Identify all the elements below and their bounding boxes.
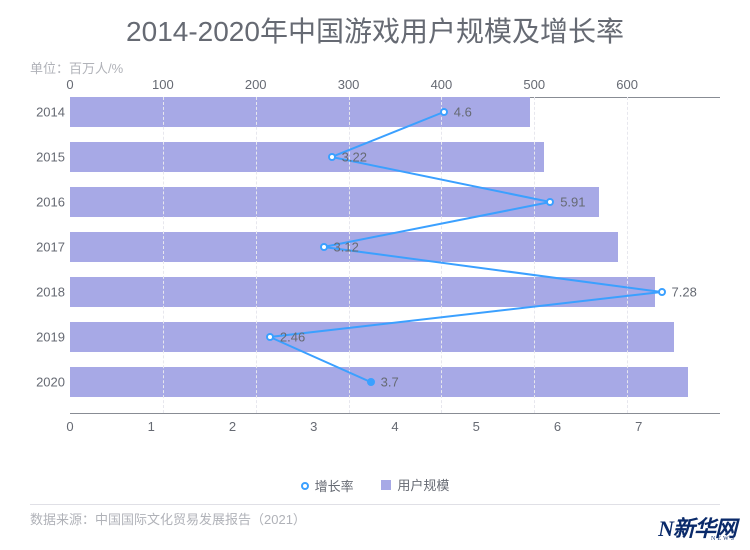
plot: 4.6 3.22 5.91 3.12 7.28 2.46 3.7 [70,97,720,413]
square-icon [381,480,391,490]
data-source: 数据来源：中国国际文化贸易发展报告（2021） [30,509,306,528]
legend-growth: 增长率 [301,476,354,495]
chart-title: 2014-2020年中国游戏用户规模及增长率 [0,0,750,50]
bar [70,322,674,352]
x-tick-top: 100 [152,77,174,92]
y-category-label: 2019 [25,330,65,345]
data-point-label: 3.7 [381,375,399,390]
legend-users: 用户规模 [381,475,449,494]
data-point [328,153,336,161]
x-tick-top: 0 [66,77,73,92]
bar [70,187,599,217]
data-point-label: 3.22 [342,150,367,165]
y-category-label: 2018 [25,285,65,300]
x-tick-top: 400 [431,77,453,92]
gridline [349,97,350,413]
footer-divider [30,504,720,505]
bar [70,277,655,307]
x-tick-bottom: 0 [66,419,73,434]
y-category-label: 2017 [25,240,65,255]
x-tick-bottom: 7 [635,419,642,434]
data-point [266,333,274,341]
x-tick-top: 600 [616,77,638,92]
legend-label: 用户规模 [397,475,449,494]
chart-area: 4.63.225.913.127.282.463.7 0100200300400… [70,75,720,435]
x-tick-top: 300 [338,77,360,92]
gridline [256,97,257,413]
y-category-label: 2016 [25,195,65,210]
data-point [546,198,554,206]
bar [70,142,544,172]
x-tick-bottom: 2 [229,419,236,434]
data-point-label: 4.6 [454,105,472,120]
data-point [320,243,328,251]
gridline [441,97,442,413]
x-tick-bottom: 4 [391,419,398,434]
legend-label: 增长率 [315,476,354,495]
dot-icon [301,482,309,490]
y-category-label: 2020 [25,375,65,390]
x-tick-top: 200 [245,77,267,92]
y-category-label: 2014 [25,105,65,120]
y-category-label: 2015 [25,150,65,165]
xinhua-logo: N新华网 NEWS [658,520,736,542]
gridline [627,97,628,413]
data-point-label: 3.12 [334,240,359,255]
legend: 增长率 用户规模 [0,475,750,495]
data-point-label: 2.46 [280,330,305,345]
x-tick-bottom: 5 [473,419,480,434]
x-tick-bottom: 6 [554,419,561,434]
chart-subtitle: 单位：百万人/% [0,50,750,77]
data-point [658,288,666,296]
data-point-label: 5.91 [560,195,585,210]
data-point-label: 7.28 [672,285,697,300]
x-tick-top: 500 [523,77,545,92]
data-point [440,108,448,116]
x-tick-bottom: 3 [310,419,317,434]
gridline [534,97,535,413]
data-point [367,378,375,386]
bottom-axis-line [70,413,720,414]
gridline [163,97,164,413]
x-tick-bottom: 1 [148,419,155,434]
